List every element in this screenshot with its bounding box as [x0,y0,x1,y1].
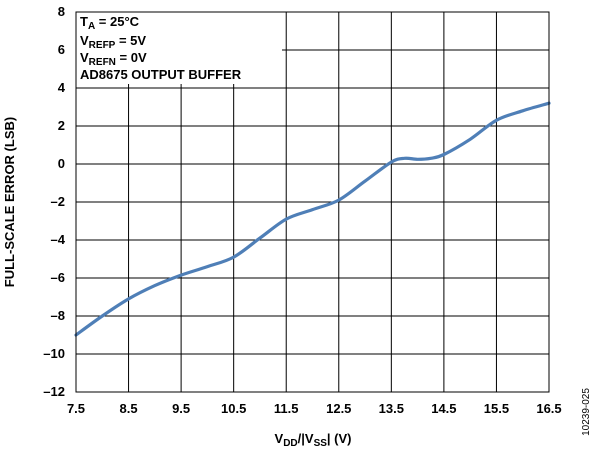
annotation-line-4: AD8675 OUTPUT BUFFER [80,67,242,82]
y-tick-label: –6 [51,270,65,285]
x-tick-label: 7.5 [67,401,85,416]
figure-id: 10239-025 [581,388,592,436]
x-tick-label: 15.5 [484,401,509,416]
y-tick-label: 8 [58,4,65,19]
series-line [74,101,551,337]
annotation-background [76,10,282,84]
x-tick-label: 11.5 [274,401,299,416]
y-tick-label: –4 [51,232,66,247]
x-axis-title: VDD/|VSS| (V) [275,431,352,449]
y-axis-title: FULL-SCALE ERROR (LSB) [2,117,17,287]
annotation: TA = 25°C VREFP = 5V VREFN = 0V AD8675 O… [80,14,242,82]
y-tick-label: 0 [58,156,65,171]
y-tick-label: 2 [58,118,65,133]
y-tick-label: –12 [43,384,65,399]
y-tick-label: 4 [58,80,66,95]
x-tick-labels: 7.5 8.5 9.5 10.5 11.5 12.5 13.5 14.5 15.5 16.5 [67,401,562,416]
x-tick-label: 9.5 [172,401,190,416]
annotation-line-2: VREFP = 5V [80,33,146,51]
annotation-line-3: VREFN = 0V [80,50,147,68]
annotation-line-1: TA = 25°C [80,14,140,32]
y-tick-label: –10 [43,346,65,361]
x-tick-label: 8.5 [120,401,138,416]
x-tick-label: 16.5 [536,401,561,416]
plot-frame [75,11,550,393]
y-tick-label: –2 [51,194,65,209]
x-tick-label: 12.5 [326,401,351,416]
y-tick-label: 6 [58,42,65,57]
y-tick-label: –8 [51,308,65,323]
y-tick-labels: –12 –10 –8 –6 –4 –2 0 2 4 6 8 [43,4,65,399]
x-tick-label: 10.5 [221,401,246,416]
x-tick-label: 14.5 [431,401,456,416]
x-tick-label: 13.5 [379,401,404,416]
